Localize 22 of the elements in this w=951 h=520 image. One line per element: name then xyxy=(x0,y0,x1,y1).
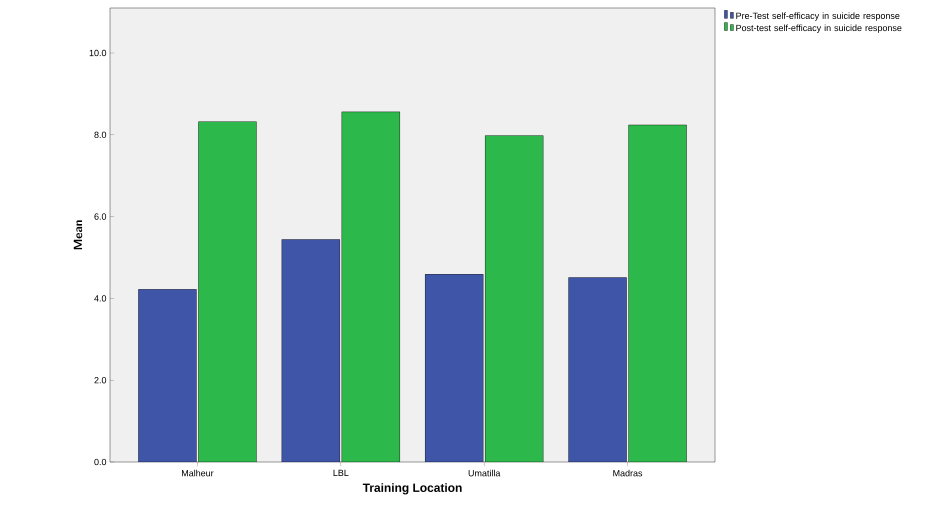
y-tick-label: 10.0 xyxy=(90,50,106,56)
y-tick-label: 2.0 xyxy=(94,377,106,384)
x-tick-label: LBL xyxy=(334,470,348,476)
legend-label: Post-test self-efficacy in suicide response xyxy=(736,24,902,33)
bar xyxy=(568,277,627,462)
y-tick-label: 0.0 xyxy=(94,458,106,466)
y-tick-label: 4.0 xyxy=(94,295,106,302)
bar xyxy=(282,239,340,462)
x-tick-label: Umatilla xyxy=(468,470,500,476)
y-tick-label: 6.0 xyxy=(94,213,106,220)
bar xyxy=(138,289,196,462)
bar xyxy=(424,274,484,462)
bar xyxy=(628,124,687,462)
bar xyxy=(342,112,400,462)
y-axis-title: Mean xyxy=(74,220,82,250)
y-tick-label: 8.0 xyxy=(94,132,106,138)
legend-label: Pre-Test self-efficacy in suicide response xyxy=(736,12,900,21)
x-tick-label: Madras xyxy=(613,470,642,476)
bar xyxy=(484,135,544,462)
x-tick-label: Malheur xyxy=(182,470,214,476)
bar xyxy=(198,122,256,462)
x-axis-title: Training Location xyxy=(362,483,462,494)
